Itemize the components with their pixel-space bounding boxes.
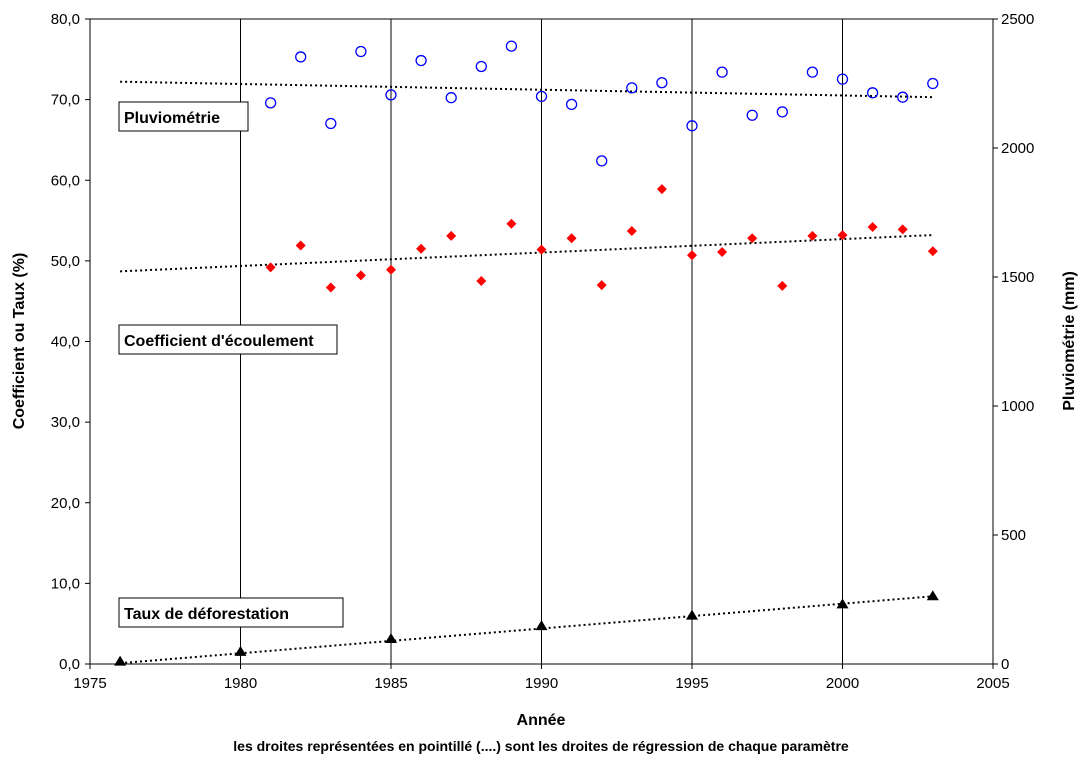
x-tick-label: 1990: [525, 675, 558, 692]
data-point-pluviometrie: [475, 60, 487, 73]
data-point-coefficient: [656, 184, 667, 195]
data-point-pluviometrie: [656, 77, 668, 89]
label-pluviometrie: Pluviométrie: [118, 101, 249, 132]
data-point-coefficient: [747, 233, 758, 244]
x-tick-label: 1985: [374, 675, 407, 692]
label-deforestation: Taux de déforestation: [118, 597, 344, 628]
data-point-coefficient: [265, 262, 276, 273]
data-point-deforestation: [535, 620, 548, 631]
data-point-deforestation: [234, 645, 247, 656]
y-left-tick-label: 70,0: [51, 92, 80, 109]
data-point-pluviometrie: [565, 98, 578, 111]
regression-line: [120, 234, 933, 273]
data-points: [114, 40, 939, 666]
regression-lines: [120, 80, 933, 665]
x-tick-label: 1995: [675, 675, 708, 692]
y-left-tick-label: 60,0: [51, 172, 80, 189]
data-point-coefficient: [837, 230, 848, 241]
data-point-coefficient: [566, 233, 577, 244]
data-point-pluviometrie: [897, 91, 909, 103]
data-point-pluviometrie: [445, 92, 457, 104]
data-point-pluviometrie: [415, 54, 427, 67]
y-right-tick-label: 2000: [1001, 140, 1034, 157]
data-point-coefficient: [446, 230, 457, 241]
data-point-deforestation: [686, 609, 698, 620]
data-point-pluviometrie: [385, 89, 397, 101]
data-point-coefficient: [325, 282, 336, 293]
data-point-coefficient: [897, 224, 908, 235]
label-box: [118, 597, 344, 628]
y-left-axis-title: Coefficient ou Taux (%): [11, 253, 28, 430]
data-point-coefficient: [927, 246, 938, 257]
data-point-pluviometrie: [806, 66, 819, 78]
data-point-pluviometrie: [505, 40, 518, 52]
data-point-coefficient: [687, 250, 697, 261]
y-left-tick-label: 50,0: [51, 253, 80, 270]
label-text: Coefficient d'écoulement: [124, 333, 314, 350]
x-tick-label: 1980: [224, 675, 257, 692]
data-point-pluviometrie: [295, 51, 307, 63]
data-point-coefficient: [777, 280, 788, 291]
data-point-pluviometrie: [626, 82, 638, 94]
regression-note: les droites représentées en pointillé (.…: [233, 738, 849, 754]
x-tick-label: 2000: [826, 675, 859, 692]
data-point-coefficient: [416, 243, 427, 254]
label-box: [118, 324, 338, 355]
data-point-pluviometrie: [927, 77, 939, 90]
data-point-deforestation: [836, 598, 849, 609]
y-right-tick-label: 0: [1001, 656, 1009, 673]
y-left-tick-label: 40,0: [51, 334, 80, 351]
data-point-pluviometrie: [355, 45, 367, 58]
label-text: Taux de déforestation: [124, 606, 289, 623]
data-point-pluviometrie: [535, 90, 548, 103]
regression-line: [120, 80, 933, 99]
y-right-axis-ticks: 0 500 1000 1500 2000 2500: [993, 11, 1034, 673]
y-left-tick-label: 20,0: [51, 495, 80, 512]
data-point-pluviometrie: [596, 155, 608, 167]
y-right-tick-label: 2500: [1001, 11, 1034, 28]
regression-line: [120, 595, 933, 665]
data-point-coefficient: [867, 222, 878, 233]
data-point-coefficient: [506, 218, 517, 229]
x-axis-title: Année: [517, 712, 566, 729]
data-point-coefficient: [355, 270, 366, 281]
data-point-coefficient: [295, 240, 306, 251]
data-point-pluviometrie: [836, 73, 849, 85]
y-left-tick-label: 0,0: [59, 656, 80, 673]
data-point-pluviometrie: [686, 120, 698, 132]
data-point-coefficient: [596, 280, 607, 291]
y-left-tick-label: 10,0: [51, 575, 80, 592]
data-point-coefficient: [807, 230, 818, 241]
data-point-coefficient: [386, 264, 396, 275]
data-point-pluviometrie: [746, 109, 758, 121]
label-text: Pluviométrie: [124, 110, 220, 127]
x-tick-label: 2005: [976, 675, 1009, 692]
y-right-tick-label: 1000: [1001, 398, 1034, 415]
y-right-axis-title: Pluviométrie (mm): [1061, 271, 1078, 411]
y-left-tick-label: 80,0: [51, 11, 80, 28]
data-point-coefficient: [536, 244, 547, 255]
data-point-coefficient: [717, 247, 728, 258]
label-box: [118, 101, 249, 132]
data-point-pluviometrie: [716, 66, 728, 78]
y-left-tick-label: 30,0: [51, 414, 80, 431]
data-point-coefficient: [626, 226, 637, 237]
data-point-pluviometrie: [776, 106, 788, 118]
data-point-deforestation: [385, 633, 397, 644]
data-point-pluviometrie: [325, 117, 337, 130]
data-point-coefficient: [476, 276, 487, 287]
series-labels: Pluviométrie Coefficient d'écoulement Ta…: [118, 101, 344, 628]
x-tick-label: 1975: [73, 675, 106, 692]
y-right-tick-label: 500: [1001, 527, 1026, 544]
data-point-pluviometrie: [264, 97, 277, 109]
data-point-pluviometrie: [866, 87, 879, 99]
x-axis-ticks: 1975 1980 1985 1990 1995 2000 2005: [73, 664, 1010, 692]
data-point-deforestation: [926, 590, 939, 601]
y-left-axis-ticks: 0,0 10,0 20,0 30,0 40,0 50,0 60,0 70,0 80,0: [51, 11, 90, 673]
data-point-deforestation: [114, 655, 127, 666]
y-right-tick-label: 1500: [1001, 269, 1034, 286]
label-coefficient: Coefficient d'écoulement: [118, 324, 338, 355]
